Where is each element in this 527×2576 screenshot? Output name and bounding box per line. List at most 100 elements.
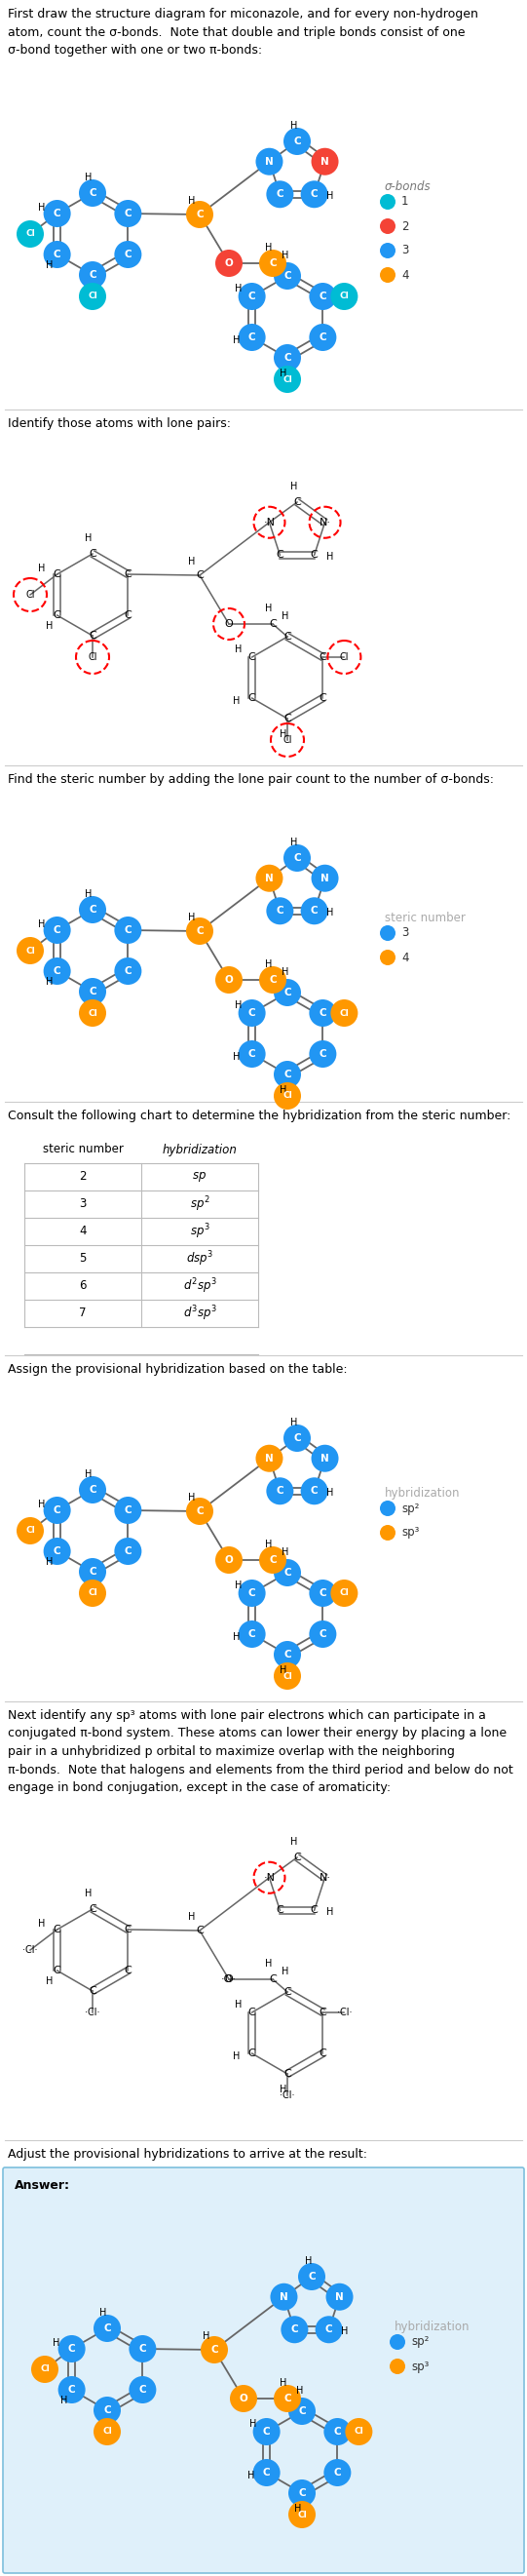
Text: C: C bbox=[248, 693, 256, 703]
Text: C: C bbox=[89, 1904, 96, 1914]
Text: ·Cl·: ·Cl· bbox=[280, 2092, 295, 2099]
Text: H: H bbox=[281, 1548, 289, 1556]
Text: H: H bbox=[326, 1489, 334, 1497]
Text: ·Cl·: ·Cl· bbox=[85, 2007, 100, 2017]
Circle shape bbox=[266, 1479, 294, 1504]
Circle shape bbox=[274, 263, 301, 289]
Circle shape bbox=[281, 2316, 308, 2344]
Circle shape bbox=[43, 1538, 71, 1564]
Text: Cl: Cl bbox=[283, 734, 292, 744]
Text: H: H bbox=[326, 907, 334, 917]
Text: C: C bbox=[310, 907, 318, 917]
Text: C: C bbox=[196, 569, 203, 580]
Text: C: C bbox=[284, 1569, 291, 1577]
Text: H: H bbox=[203, 2331, 210, 2342]
Text: C: C bbox=[269, 976, 277, 984]
Text: Cl: Cl bbox=[354, 2427, 364, 2437]
Circle shape bbox=[256, 866, 283, 891]
Text: C: C bbox=[196, 209, 203, 219]
Text: Find the steric number by adding the lone pair count to the number of σ-bonds:: Find the steric number by adding the lon… bbox=[8, 773, 494, 786]
Text: C: C bbox=[310, 551, 318, 559]
Text: ·Cl·: ·Cl· bbox=[337, 2007, 352, 2017]
Text: C: C bbox=[139, 2344, 147, 2354]
Text: hybridization: hybridization bbox=[162, 1144, 237, 1157]
Text: H: H bbox=[46, 1976, 53, 1986]
Circle shape bbox=[274, 979, 301, 1007]
Text: C: C bbox=[294, 1432, 301, 1443]
Circle shape bbox=[330, 283, 358, 309]
Text: H: H bbox=[326, 1906, 334, 1917]
Text: N: N bbox=[280, 2293, 288, 2303]
Text: H: H bbox=[281, 966, 289, 976]
Text: H: H bbox=[290, 837, 298, 848]
Text: Cl: Cl bbox=[339, 1589, 349, 1597]
Text: O: O bbox=[225, 618, 233, 629]
Text: N·: N· bbox=[319, 518, 331, 528]
Circle shape bbox=[216, 1546, 242, 1574]
Text: H: H bbox=[235, 999, 241, 1010]
Text: $d^3sp^3$: $d^3sp^3$ bbox=[183, 1303, 217, 1324]
Text: C: C bbox=[103, 2406, 111, 2416]
Circle shape bbox=[300, 1479, 328, 1504]
Text: H: H bbox=[279, 1664, 286, 1674]
Text: C: C bbox=[53, 250, 61, 260]
Text: Cl: Cl bbox=[40, 2365, 50, 2372]
Text: H: H bbox=[188, 1911, 196, 1922]
Text: sp³: sp³ bbox=[402, 1528, 419, 1538]
Circle shape bbox=[43, 1497, 71, 1525]
Text: H: H bbox=[84, 173, 92, 183]
Text: σ-bonds: σ-bonds bbox=[385, 180, 431, 193]
Text: C: C bbox=[298, 2488, 306, 2499]
Circle shape bbox=[274, 366, 301, 394]
Text: steric number: steric number bbox=[43, 1144, 123, 1157]
Text: Cl: Cl bbox=[339, 652, 349, 662]
Text: C: C bbox=[276, 191, 284, 198]
Text: H: H bbox=[233, 2050, 240, 2061]
Text: C: C bbox=[89, 904, 96, 914]
Text: C: C bbox=[53, 1965, 61, 1976]
Text: C: C bbox=[298, 2406, 306, 2416]
Text: ·N: ·N bbox=[264, 518, 275, 528]
Text: H: H bbox=[38, 920, 45, 930]
Text: Cl: Cl bbox=[102, 2427, 112, 2437]
Circle shape bbox=[266, 180, 294, 209]
Text: C: C bbox=[103, 2324, 111, 2334]
Text: N: N bbox=[320, 157, 329, 167]
Text: C: C bbox=[308, 2272, 316, 2282]
Circle shape bbox=[309, 1041, 336, 1066]
Circle shape bbox=[274, 345, 301, 371]
Circle shape bbox=[43, 917, 71, 943]
Circle shape bbox=[380, 219, 395, 234]
Circle shape bbox=[259, 1546, 286, 1574]
Circle shape bbox=[284, 129, 311, 155]
Text: H: H bbox=[294, 2504, 301, 2514]
Text: Next identify any sp³ atoms with lone pair electrons which can participate in a
: Next identify any sp³ atoms with lone pa… bbox=[8, 1710, 513, 1793]
Text: C: C bbox=[294, 1852, 301, 1862]
Text: C: C bbox=[319, 291, 327, 301]
Circle shape bbox=[380, 193, 395, 209]
Text: H: H bbox=[38, 1499, 45, 1510]
Circle shape bbox=[79, 260, 106, 289]
Text: C: C bbox=[276, 1906, 284, 1914]
Circle shape bbox=[330, 999, 358, 1028]
Text: C: C bbox=[263, 2468, 270, 2478]
Circle shape bbox=[238, 1620, 266, 1649]
Text: H: H bbox=[279, 729, 286, 739]
Text: 4: 4 bbox=[402, 268, 408, 281]
Circle shape bbox=[311, 1445, 338, 1471]
Circle shape bbox=[114, 958, 142, 984]
Text: H: H bbox=[326, 551, 334, 562]
Circle shape bbox=[266, 896, 294, 925]
Text: Cl: Cl bbox=[25, 1528, 35, 1535]
Circle shape bbox=[330, 1579, 358, 1607]
Text: C: C bbox=[325, 2324, 333, 2334]
Text: C: C bbox=[53, 1504, 61, 1515]
Text: N: N bbox=[265, 1453, 274, 1463]
Text: C: C bbox=[319, 332, 327, 343]
Circle shape bbox=[79, 1558, 106, 1584]
Text: H: H bbox=[188, 1492, 196, 1502]
Text: H: H bbox=[235, 1582, 241, 1589]
Text: C: C bbox=[89, 270, 96, 281]
Text: $dsp^3$: $dsp^3$ bbox=[186, 1249, 213, 1267]
Text: C: C bbox=[294, 497, 301, 507]
